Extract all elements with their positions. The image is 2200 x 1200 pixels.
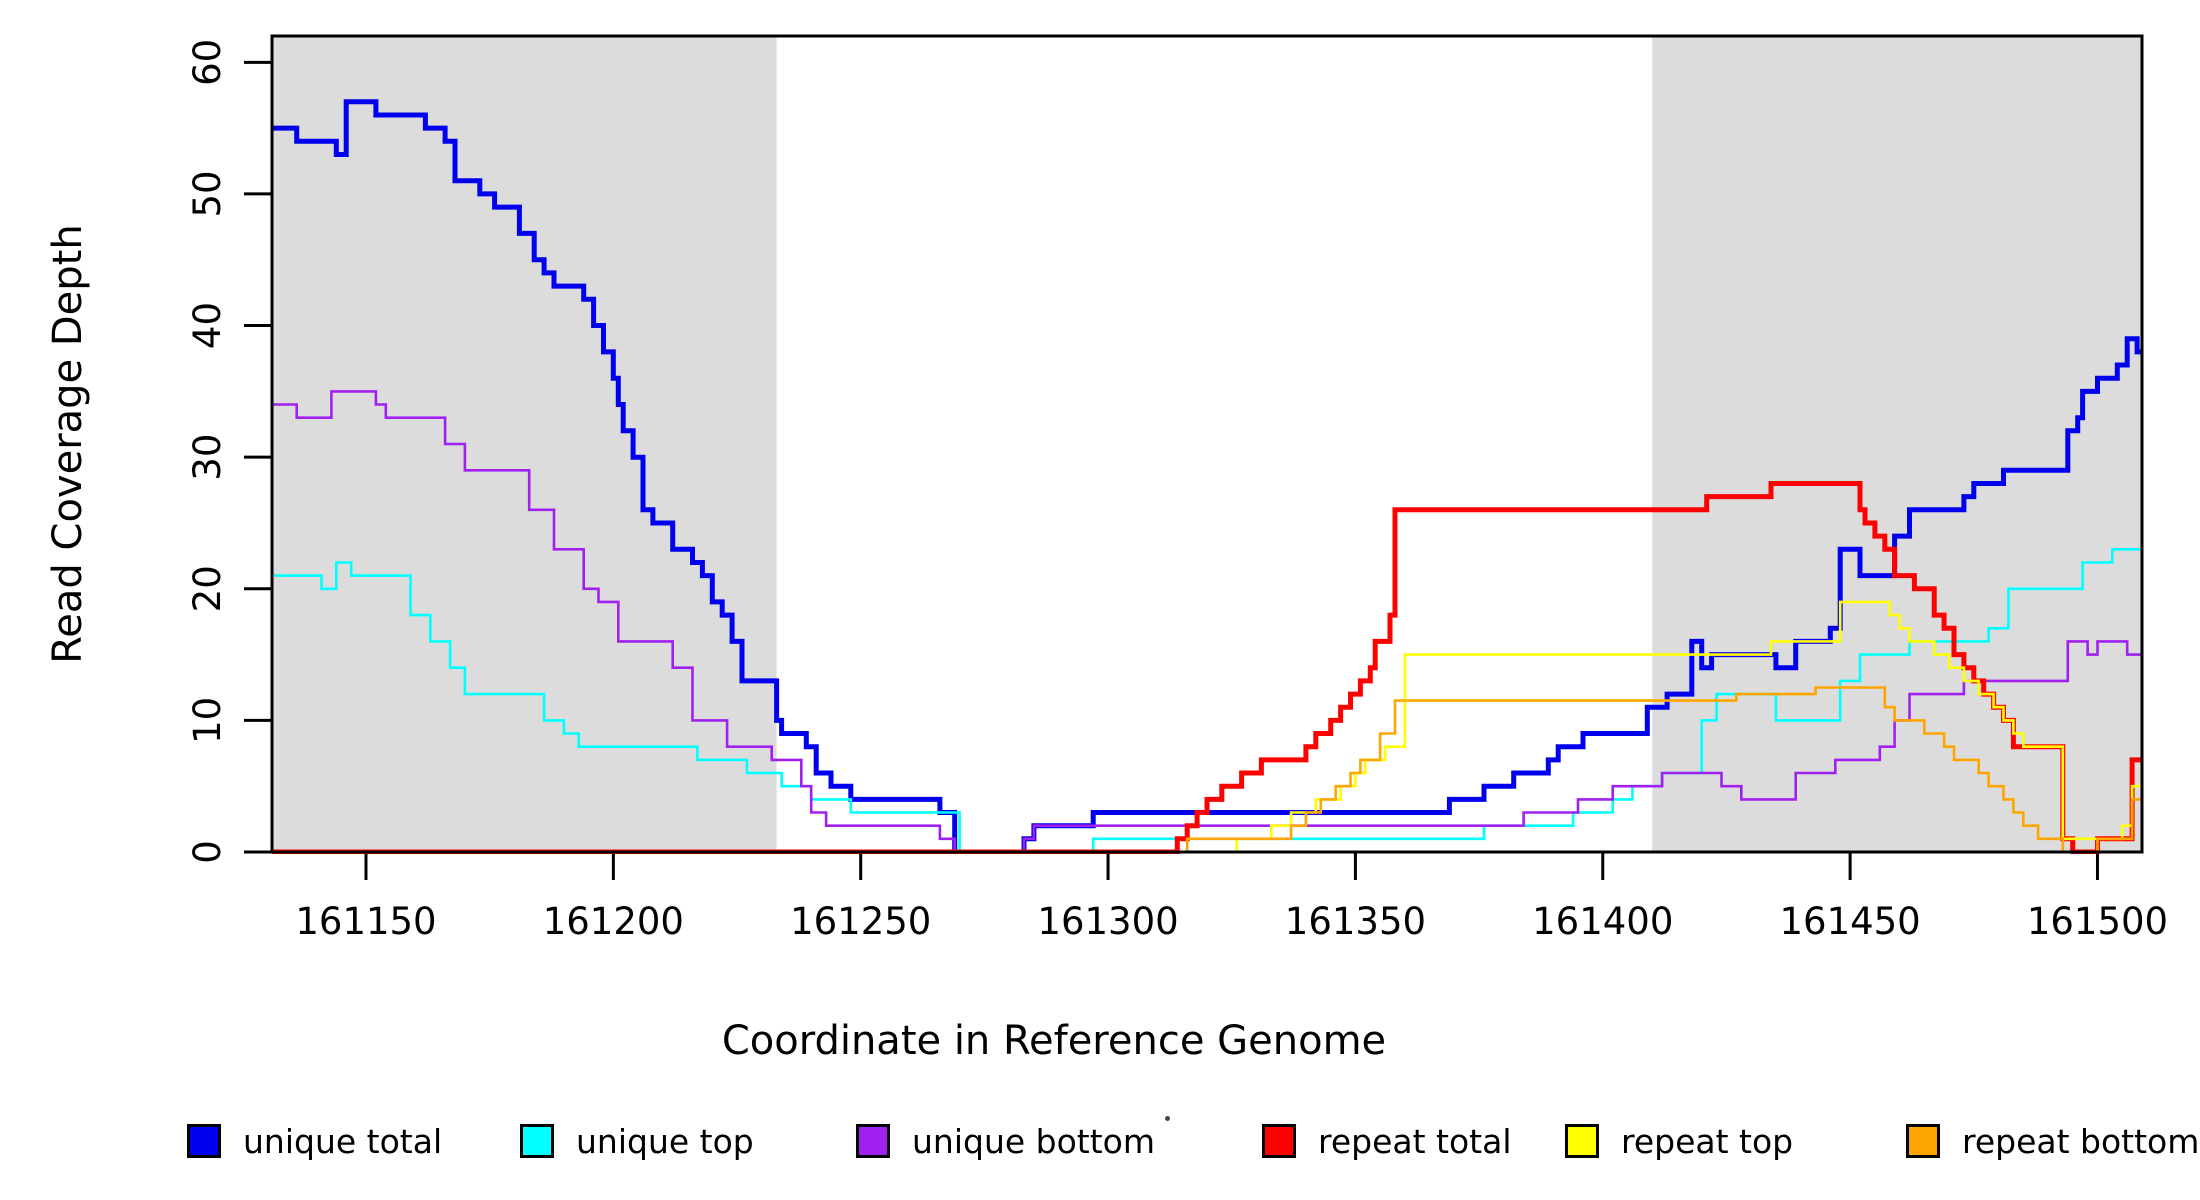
y-tick-label: 10 [186, 697, 229, 744]
legend-item-repeat-top: repeat top [1565, 1106, 1793, 1176]
y-tick-label: 20 [186, 565, 229, 612]
plot-border [270, 34, 2144, 854]
legend-swatch-repeat-bottom [1906, 1124, 1940, 1158]
legend-label: repeat total [1318, 1121, 1512, 1161]
x-tick-label: 161300 [1037, 900, 1178, 943]
x-tick-label: 161350 [1285, 900, 1426, 943]
y-tick-label: 30 [186, 434, 229, 481]
legend-swatch-unique-bottom [856, 1124, 890, 1158]
x-tick-label: 161400 [1532, 900, 1673, 943]
legend-label: unique top [576, 1121, 754, 1161]
y-tick-label: 60 [186, 39, 229, 86]
x-tick-label: 161250 [790, 900, 931, 943]
legend-label: unique bottom [912, 1121, 1156, 1161]
legend-label: unique total [243, 1121, 443, 1161]
legend-swatch-unique-top [520, 1124, 554, 1158]
right-repeat-region [1652, 36, 2142, 852]
y-axis-title: Read Coverage Depth [45, 224, 91, 664]
x-axis-title: Coordinate in Reference Genome [721, 1018, 1387, 1064]
legend-swatch-repeat-top [1565, 1124, 1599, 1158]
legend-swatch-unique-total [187, 1124, 221, 1158]
left-repeat-region [272, 36, 777, 852]
stray-dot-artifact [1165, 1116, 1170, 1121]
legend-swatch-repeat-total [1262, 1124, 1296, 1158]
legend-item-unique-bottom: unique bottom [856, 1106, 1155, 1176]
x-tick-label: 161200 [543, 900, 684, 943]
legend-label: repeat bottom [1962, 1121, 2200, 1161]
y-tick-label: 40 [186, 302, 229, 349]
chart-legend: unique total unique top unique bottom re… [0, 1106, 2200, 1176]
legend-label: repeat top [1621, 1121, 1794, 1161]
series-line-unique-total [272, 99, 2142, 854]
x-tick-label: 161150 [295, 900, 436, 943]
y-tick-label: 50 [186, 170, 229, 217]
legend-item-unique-total: unique total [187, 1106, 442, 1176]
x-tick-label: 161450 [1779, 900, 1920, 943]
legend-item-unique-top: unique top [520, 1106, 754, 1176]
legend-item-repeat-bottom: repeat bottom [1906, 1106, 2199, 1176]
series-line-repeat-bottom [272, 686, 2142, 854]
x-tick-label: 161500 [2027, 900, 2168, 943]
legend-item-repeat-total: repeat total [1262, 1106, 1512, 1176]
y-tick-label: 0 [186, 840, 229, 864]
